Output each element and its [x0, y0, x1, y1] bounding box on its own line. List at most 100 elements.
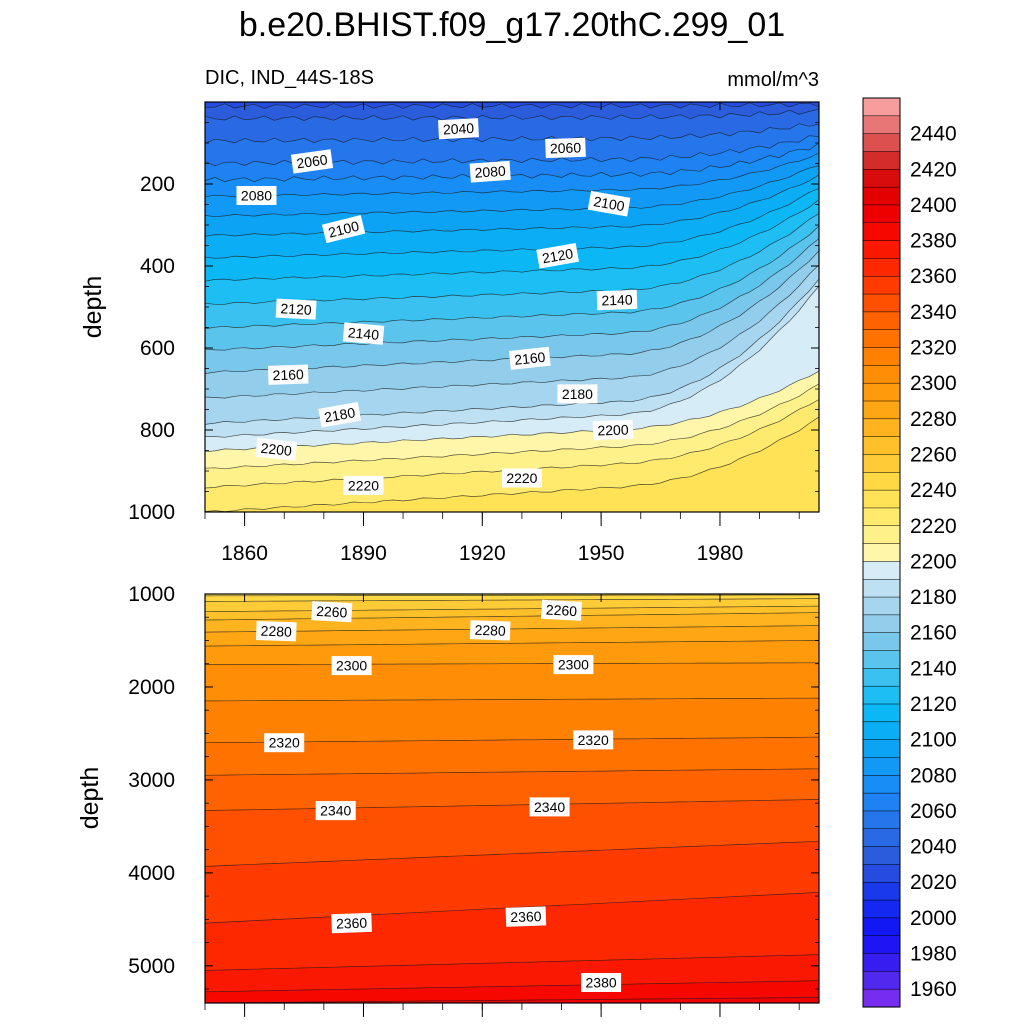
colorbar-label: 2060 [910, 800, 957, 823]
contour-label: 2160 [267, 364, 309, 385]
x-tick-label: 1860 [221, 542, 268, 565]
colorbar-box [862, 97, 901, 117]
contour-label-box [255, 621, 297, 642]
contour-label-text: 2320 [578, 732, 609, 748]
contour-label-text: 2080 [474, 163, 506, 181]
contour-label: 2300 [331, 656, 372, 676]
contour-label-box [267, 364, 309, 385]
colorbar-box [862, 240, 901, 259]
colorbar-box [862, 614, 901, 634]
colorbar-box [862, 489, 901, 509]
contour-label-text: 2340 [320, 803, 351, 819]
contour-label-text: 2160 [272, 366, 304, 383]
y-tick-label: 4000 [128, 862, 175, 885]
contour-label: 2140 [342, 322, 385, 345]
colorbar-label: 2440 [910, 123, 957, 146]
colorbar-label: 2360 [910, 265, 957, 288]
contour-label: 2040 [438, 118, 479, 140]
contour-label-text: 2160 [513, 349, 546, 368]
colorbar-label: 2100 [910, 729, 957, 752]
contour-line [205, 174, 819, 237]
colorbar-box [862, 133, 901, 153]
colorbar-box [862, 186, 901, 206]
contour-line [205, 142, 819, 183]
contour-line [205, 165, 819, 218]
contour-line [205, 736, 819, 744]
colorbar-box [862, 365, 901, 384]
contour-line [205, 697, 819, 702]
colorbar-box [862, 792, 901, 812]
contour-label: 2360 [505, 906, 547, 927]
colorbar-box [862, 115, 901, 135]
colorbar-box [862, 828, 901, 848]
upper-contour-lines [205, 102, 819, 512]
y-tick-label: 400 [140, 255, 175, 278]
contour-label-box [553, 655, 594, 675]
contour-label-box [596, 289, 638, 311]
contour-line [205, 598, 819, 602]
colorbar-box [862, 775, 901, 794]
contour-label-text: 2360 [510, 908, 542, 925]
contour-line [205, 612, 819, 621]
colorbar-box [862, 810, 901, 830]
lower-panel: 2260 2260 2280 2280 2300 2300 2320 2320 2340 2340… [76, 583, 820, 1017]
colorbar-label: 2160 [910, 622, 957, 645]
colorbar-box [862, 988, 901, 1008]
contour-label: 2060 [290, 149, 334, 174]
contour-label-box [469, 620, 511, 641]
contour-line [205, 625, 819, 633]
contour-label-box [541, 599, 582, 621]
colorbar-box [862, 668, 901, 687]
colorbar-box [862, 347, 901, 366]
colorbar-box [862, 454, 901, 473]
contour-label-text: 2220 [506, 470, 537, 486]
contour-label: 2120 [275, 298, 317, 320]
colorbar-label: 2020 [910, 871, 957, 894]
colorbar-box [862, 917, 901, 937]
contour-label-text: 2140 [347, 324, 380, 343]
contour-label-box [545, 137, 586, 159]
y-tick-label: 1000 [128, 501, 175, 524]
contour-label: 2140 [596, 289, 638, 311]
colorbar-label: 2140 [910, 657, 957, 680]
contour-line [205, 199, 819, 282]
contour-line [205, 416, 819, 512]
upper-y-axis-title: depth [79, 276, 107, 339]
contour-label: 2360 [331, 912, 372, 934]
colorbar-box [862, 382, 901, 402]
contour-label-text: 2120 [541, 245, 575, 266]
contour-line [205, 213, 819, 305]
colorbar-box [862, 703, 901, 723]
contour-label: 2080 [236, 186, 277, 205]
colorbar-box [862, 204, 901, 224]
contour-line [205, 152, 819, 198]
contour-label-text: 2180 [323, 404, 357, 425]
contour-label-text: 2380 [586, 975, 617, 991]
contour-label-box [587, 190, 631, 217]
colorbar-box [862, 418, 901, 438]
colorbar-label: 2260 [910, 444, 957, 467]
lower-plot-frame [204, 593, 820, 1004]
colorbar-label: 2320 [910, 337, 957, 360]
contour-label-box [581, 973, 622, 992]
contour-label-text: 2080 [241, 188, 272, 204]
contour-label: 2060 [545, 137, 586, 159]
contour-label: 2220 [343, 475, 384, 495]
contour-band [205, 416, 819, 512]
contour-label: 2320 [264, 733, 305, 753]
colorbar-box [862, 721, 901, 741]
contour-label-box [275, 298, 317, 320]
contour-label-box [311, 601, 353, 623]
colorbar-box [862, 953, 901, 972]
colorbar-boxes [862, 97, 901, 1008]
x-tick-label: 1920 [459, 542, 506, 565]
colorbar-box [862, 757, 901, 776]
contour-label-box [318, 401, 362, 428]
colorbar-label: 2300 [910, 372, 957, 395]
contour-label-box [592, 419, 634, 441]
colorbar-label: 2420 [910, 158, 957, 181]
y-tick-label: 3000 [128, 769, 175, 792]
contour-line [205, 594, 819, 597]
contour-line [205, 285, 819, 438]
contour-label: 2280 [255, 621, 297, 642]
